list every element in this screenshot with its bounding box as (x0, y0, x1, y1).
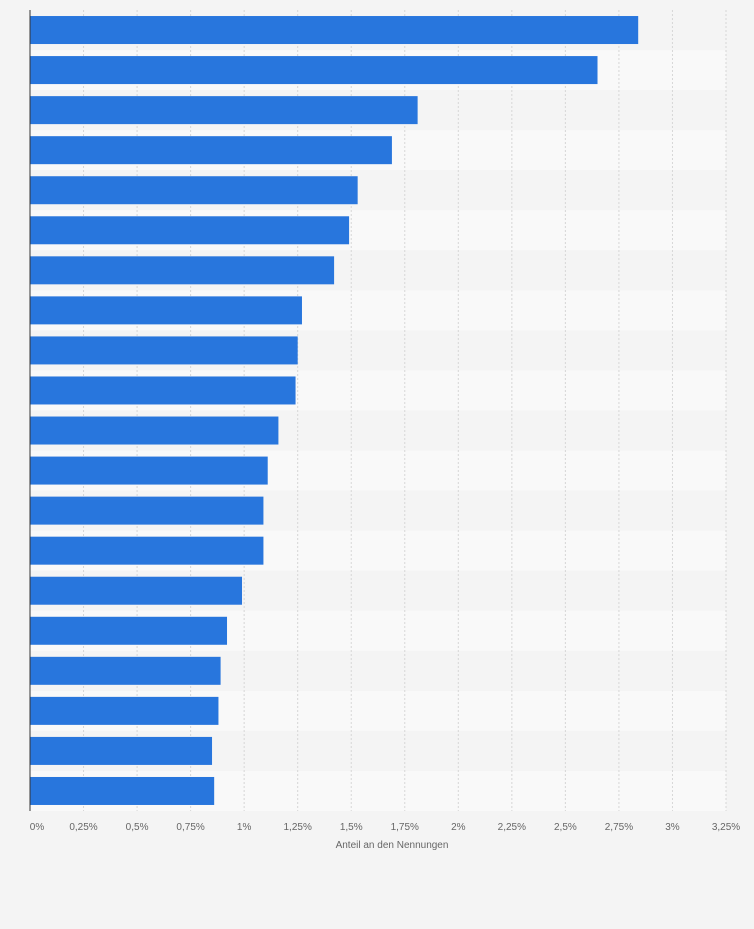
bar[interactable] (30, 136, 392, 165)
x-tick-label: 3% (665, 822, 680, 833)
bar[interactable] (30, 56, 598, 85)
row-bands (30, 10, 726, 811)
bars (30, 16, 639, 805)
x-axis-ticks: 0% 0,25% 0,5% 0,75% 1% 1,25% 1,5% 1,75% 2% 2,25% 2… (30, 822, 741, 833)
x-tick-label: 0,5% (126, 822, 149, 833)
bar[interactable] (30, 376, 296, 405)
bar[interactable] (30, 296, 302, 325)
bar[interactable] (30, 656, 221, 685)
x-tick-label: 0,75% (176, 822, 204, 833)
bar[interactable] (30, 176, 358, 205)
x-tick-label: 2,25% (498, 822, 526, 833)
bar[interactable] (30, 336, 298, 365)
bar-chart: 0% 0,25% 0,5% 0,75% 1% 1,25% 1,5% 1,75% 2% 2,25% 2… (29, 10, 741, 851)
bar[interactable] (30, 776, 215, 805)
x-tick-label: 1,5% (340, 822, 363, 833)
bar[interactable] (30, 696, 219, 725)
bar[interactable] (30, 16, 639, 45)
bar[interactable] (30, 736, 213, 765)
x-tick-label: 1% (237, 822, 252, 833)
bar[interactable] (30, 416, 279, 445)
footer-area (0, 860, 754, 929)
x-tick-label: 0,25% (69, 822, 97, 833)
x-tick-label: 2,5% (554, 822, 577, 833)
bar[interactable] (30, 256, 335, 285)
bar[interactable] (30, 496, 264, 525)
chart-container: 0% 0,25% 0,5% 0,75% 1% 1,25% 1,5% 1,75% 2% 2,25% 2… (29, 10, 741, 851)
x-tick-label: 1,25% (284, 822, 312, 833)
bar[interactable] (30, 576, 243, 605)
bar[interactable] (30, 96, 418, 125)
bar[interactable] (30, 456, 268, 485)
bar[interactable] (30, 216, 350, 245)
x-tick-label: 3,25% (712, 822, 740, 833)
x-tick-label: 0% (30, 822, 45, 833)
x-tick-label: 2% (451, 822, 466, 833)
x-tick-label: 2,75% (605, 822, 633, 833)
bar[interactable] (30, 616, 228, 645)
x-axis-title: Anteil an den Nennungen (336, 840, 449, 851)
x-tick-label: 1,75% (391, 822, 419, 833)
bar[interactable] (30, 536, 264, 565)
